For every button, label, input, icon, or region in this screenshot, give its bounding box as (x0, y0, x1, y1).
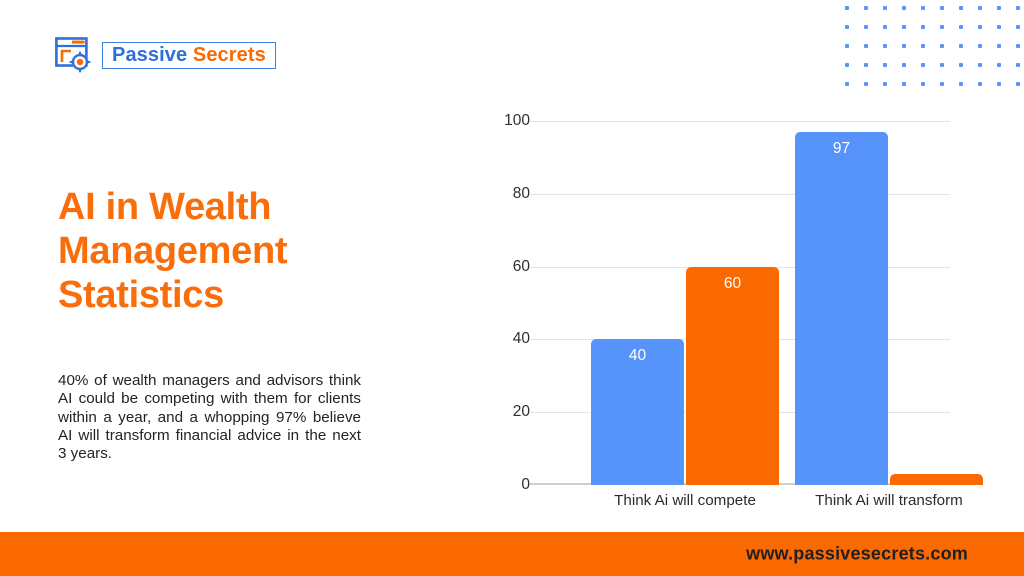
y-axis-tick-label: 20 (512, 403, 530, 421)
brand-logo[interactable]: Passive Secrets (55, 36, 276, 74)
y-axis-tick-label: 100 (504, 112, 530, 129)
decorative-dot (940, 44, 944, 48)
x-axis-category-label: Think Ai will transform (815, 492, 963, 509)
decorative-dot (921, 44, 925, 48)
decorative-dot (921, 82, 925, 86)
decorative-dot (1016, 6, 1020, 10)
decorative-dot (959, 44, 963, 48)
decorative-dot (921, 25, 925, 29)
decorative-dot (978, 82, 982, 86)
brand-name-box: Passive Secrets (102, 41, 276, 69)
decorative-dot (940, 25, 944, 29)
decorative-dot (864, 6, 868, 10)
decorative-dot (883, 6, 887, 10)
decorative-dot (997, 44, 1001, 48)
decorative-dot (978, 44, 982, 48)
decorative-dot (959, 63, 963, 67)
decorative-dot (902, 82, 906, 86)
decorative-dot (845, 63, 849, 67)
y-axis-tick-label: 60 (512, 257, 530, 275)
browser-window-gear-icon (55, 36, 95, 74)
decorative-dot (902, 6, 906, 10)
chart-plot-area: 40 60 97 (530, 121, 983, 485)
decorative-dot (845, 82, 849, 86)
decorative-dot (883, 63, 887, 67)
decorative-dot (940, 82, 944, 86)
chart-bar[interactable]: 60 (686, 266, 779, 485)
brand-name-first-word: Passive (112, 43, 188, 66)
decorative-dot (864, 63, 868, 67)
footer-bar: www.passivesecrets.com (0, 532, 1024, 576)
decorative-dot (864, 25, 868, 29)
decorative-dot (845, 6, 849, 10)
y-axis-tick-label: 40 (512, 330, 530, 348)
decorative-dot (940, 6, 944, 10)
decorative-dot (1016, 44, 1020, 48)
decorative-dot (959, 82, 963, 86)
bar-value-label: 97 (832, 139, 851, 157)
chart-bar[interactable] (890, 474, 983, 485)
decorative-dot (959, 25, 963, 29)
decorative-dot (997, 82, 1001, 86)
chart-bar[interactable]: 97 (795, 131, 888, 485)
x-axis-category-label: Think Ai will compete (614, 492, 756, 509)
decorative-dot (883, 44, 887, 48)
chart-bar[interactable]: 40 (591, 339, 684, 485)
decorative-dot (902, 25, 906, 29)
footer-website-url[interactable]: www.passivesecrets.com (746, 543, 968, 564)
chart-gridline (530, 121, 950, 122)
decorative-dot (997, 63, 1001, 67)
page-title: AI in Wealth Management Statistics (58, 186, 288, 317)
decorative-dot (997, 6, 1001, 10)
decorative-dot (1016, 63, 1020, 67)
brand-name-second-word: Secrets (192, 43, 266, 66)
y-axis-ticks: 0 20 40 60 80 100 (470, 112, 530, 493)
decorative-dot (978, 6, 982, 10)
bar-value-label: 40 (628, 347, 647, 365)
decorative-dot (921, 63, 925, 67)
y-axis-tick-label: 80 (512, 184, 530, 202)
decorative-dot (883, 82, 887, 86)
bar-value-label: 60 (723, 274, 742, 292)
decorative-dot (978, 25, 982, 29)
decorative-dot (883, 25, 887, 29)
decorative-dot (864, 44, 868, 48)
chart-gridline (530, 193, 950, 195)
y-axis-tick-label: 0 (521, 476, 530, 493)
decorative-dot (997, 25, 1001, 29)
decorative-dot (1016, 82, 1020, 86)
decorative-dot (902, 63, 906, 67)
decorative-dot (940, 63, 944, 67)
decorative-dot (845, 25, 849, 29)
dot-grid-decoration (845, 6, 1024, 86)
decorative-dot (921, 6, 925, 10)
decorative-dot (978, 63, 982, 67)
decorative-dot (902, 44, 906, 48)
decorative-dot (845, 44, 849, 48)
body-paragraph: 40% of wealth managers and advisors thin… (58, 372, 361, 462)
bar-chart: 0 20 40 60 80 100 40 60 97 Think Ai will compet… (470, 100, 983, 520)
decorative-dot (864, 82, 868, 86)
decorative-dot (959, 6, 963, 10)
decorative-dot (1016, 25, 1020, 29)
